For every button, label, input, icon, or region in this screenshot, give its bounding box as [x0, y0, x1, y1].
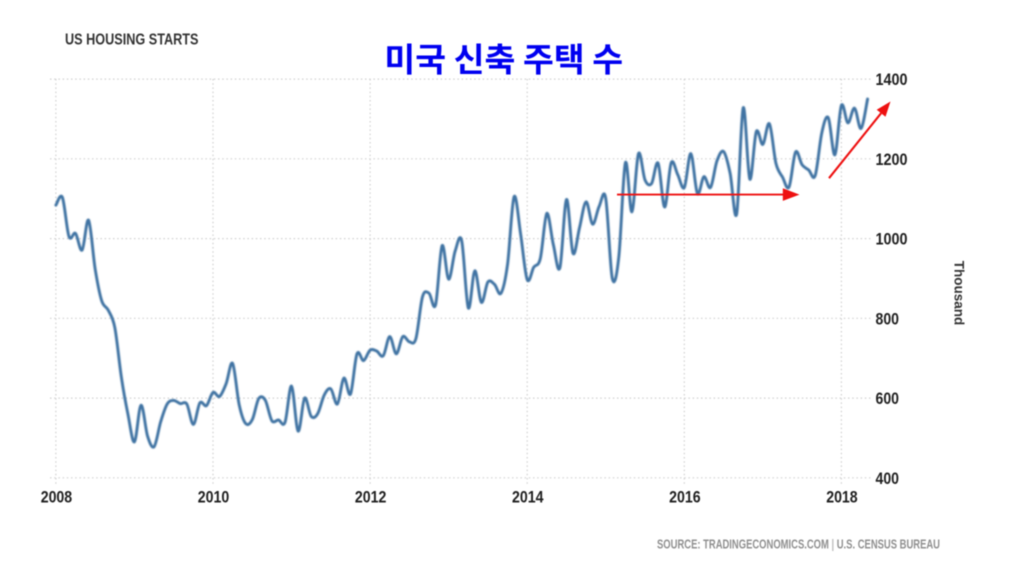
- svg-text:2016: 2016: [669, 488, 701, 507]
- svg-text:2008: 2008: [41, 488, 73, 507]
- svg-text:Thousand: Thousand: [951, 261, 966, 326]
- svg-text:2012: 2012: [355, 488, 387, 507]
- svg-text:US HOUSING STARTS: US HOUSING STARTS: [65, 32, 199, 49]
- svg-text:1400: 1400: [876, 70, 908, 89]
- svg-text:2018: 2018: [826, 488, 858, 507]
- svg-text:1000: 1000: [876, 230, 908, 249]
- svg-text:400: 400: [876, 469, 900, 488]
- svg-text:800: 800: [876, 309, 900, 328]
- svg-text:2010: 2010: [198, 488, 230, 507]
- svg-text:2014: 2014: [512, 488, 544, 507]
- svg-text:1200: 1200: [876, 150, 908, 169]
- svg-text:SOURCE: TRADINGECONOMICS.COM |: SOURCE: TRADINGECONOMICS.COM | U.S. CENS…: [657, 538, 940, 552]
- svg-text:600: 600: [876, 389, 900, 408]
